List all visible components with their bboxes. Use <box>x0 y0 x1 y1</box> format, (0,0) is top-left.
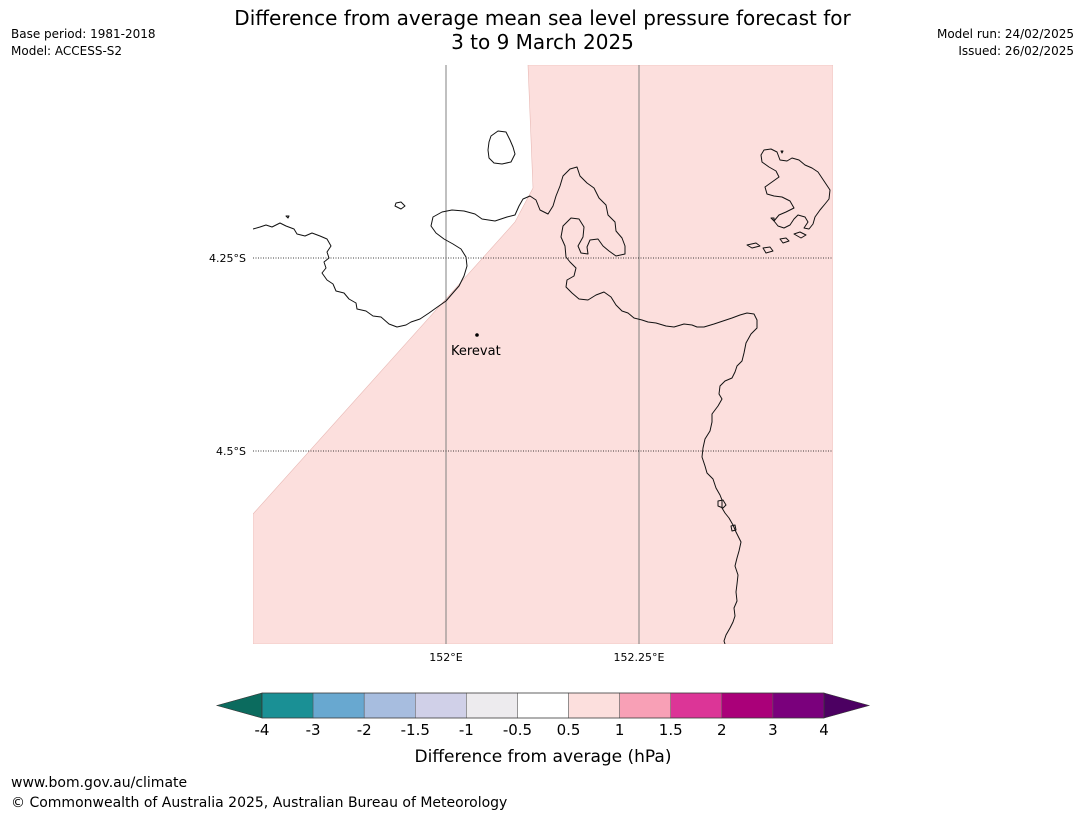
color-bar-segment <box>261 692 314 719</box>
model-name: Model: ACCESS-S2 <box>11 44 123 58</box>
issued-date: Issued: 26/02/2025 <box>958 44 1074 58</box>
duke-of-york-islet-1 <box>793 231 807 239</box>
color-bar-tick-label: -3 <box>306 721 321 739</box>
color-bar-tick-label: -1 <box>459 721 474 739</box>
color-bar-segments <box>261 692 825 719</box>
kerevat-label: Kerevat <box>451 344 501 359</box>
color-bar-segment <box>568 692 620 719</box>
color-bar-segment <box>466 692 518 719</box>
coastline-west-peninsula <box>253 166 758 644</box>
color-bar-segment <box>363 692 416 719</box>
color-bar-tick-label: 3 <box>768 721 778 739</box>
anomaly-area <box>253 65 833 644</box>
islet-west-1 <box>394 201 406 210</box>
duke-of-york-islet-2 <box>779 237 790 244</box>
island-north <box>487 130 516 165</box>
lon-label-152e: 152°E <box>429 651 462 664</box>
lat-label-4-25s: 4.25°S <box>209 252 246 265</box>
color-bar-segment <box>415 692 467 719</box>
duke-of-york-islet-4 <box>762 246 774 254</box>
color-bar-tick-label: 1 <box>615 721 625 739</box>
color-bar-segment <box>619 692 671 719</box>
duke-of-york-islet-5 <box>770 217 775 222</box>
color-bar-tick-labels: -4 -3 -2 -1.5 -1 -0.5 0.5 1 1.5 2 3 4 <box>255 721 829 739</box>
color-bar-tick-label: 4 <box>819 721 829 739</box>
color-bar-tick-label: -2 <box>357 721 372 739</box>
islet-south-coast-2 <box>730 524 737 532</box>
duke-of-york-islands <box>760 148 831 230</box>
color-bar-under-arrow <box>215 692 263 719</box>
color-bar-segment <box>312 692 365 719</box>
color-bar-segment <box>772 692 825 719</box>
color-bar-tick-label: -4 <box>255 721 270 739</box>
chart-title: Difference from average mean sea level p… <box>0 6 1085 54</box>
color-bar-tick-label: 2 <box>717 721 727 739</box>
title-line-1: Difference from average mean sea level p… <box>234 6 851 30</box>
color-bar-legend: -4 -3 -2 -1.5 -1 -0.5 0.5 1 1.5 2 3 4 Difference fr… <box>215 692 871 767</box>
color-bar-tick-label: -0.5 <box>503 721 532 739</box>
lat-label-4-5s: 4.5°S <box>216 445 246 458</box>
meta-right: Model run: 24/02/2025 Issued: 26/02/2025 <box>937 26 1074 60</box>
model-run: Model run: 24/02/2025 <box>936 27 1074 41</box>
duke-of-york-islet-6 <box>780 150 784 154</box>
color-bar-tick-label: 1.5 <box>659 721 683 739</box>
color-bar-over-arrow <box>823 692 871 719</box>
coastlines <box>253 130 831 644</box>
color-bar-frame <box>261 692 825 719</box>
color-bar-tick-label: 0.5 <box>557 721 581 739</box>
color-bar-segment <box>517 692 569 719</box>
duke-of-york-islet-3 <box>746 242 761 249</box>
meta-left: Base period: 1981-2018 Model: ACCESS-S2 <box>11 26 156 60</box>
footer-url[interactable]: www.bom.gov.au/climate <box>11 775 188 791</box>
footer-copyright: © Commonwealth of Australia 2025, Austra… <box>11 795 508 811</box>
color-bar-segment <box>721 692 774 719</box>
lon-label-152-25e: 152.25°E <box>614 651 665 664</box>
color-bar-segment <box>670 692 723 719</box>
color-bar-tick-label: -1.5 <box>401 721 430 739</box>
color-bar-label: Difference from average (hPa) <box>415 747 672 767</box>
islet-west-2 <box>285 215 290 219</box>
kerevat-marker <box>475 333 479 337</box>
islet-south-coast <box>717 499 727 509</box>
title-line-2: 3 to 9 March 2025 <box>451 30 634 54</box>
base-period: Base period: 1981-2018 <box>11 27 156 41</box>
map-panel: Kerevat <box>253 65 833 644</box>
